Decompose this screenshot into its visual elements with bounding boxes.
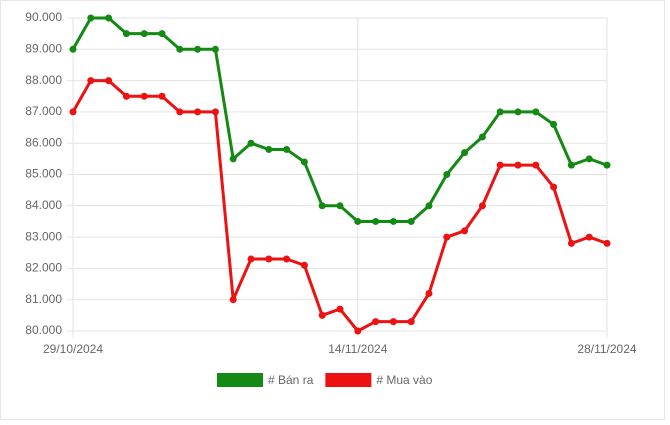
data-point: [425, 202, 433, 210]
data-point: [514, 161, 522, 169]
data-point: [425, 289, 433, 297]
data-point: [318, 311, 326, 319]
data-point: [496, 161, 504, 169]
data-point: [176, 45, 184, 53]
data-point: [407, 217, 415, 225]
data-point: [318, 202, 326, 210]
data-point: [87, 77, 95, 85]
data-point: [603, 239, 611, 247]
data-point: [372, 217, 380, 225]
data-point: [122, 92, 130, 100]
data-point: [265, 255, 273, 263]
data-point: [478, 202, 486, 210]
data-point: [140, 92, 148, 100]
y-tick-label: 88.000: [25, 73, 62, 87]
data-point: [567, 161, 575, 169]
y-tick-label: 89.000: [25, 41, 62, 55]
x-tick-label: 29/10/2024: [43, 342, 103, 356]
data-point: [336, 305, 344, 313]
x-tick-label: 14/11/2024: [328, 342, 387, 356]
y-tick-label: 84.000: [25, 198, 62, 212]
data-point: [300, 158, 308, 166]
data-point: [158, 30, 166, 38]
data-point: [443, 171, 451, 178]
data-point: [158, 92, 166, 100]
data-point: [247, 139, 255, 147]
data-point: [354, 327, 362, 335]
data-point: [550, 120, 558, 128]
legend-swatch: [217, 373, 263, 387]
legend-label: # Bán ra: [268, 373, 314, 387]
data-point: [496, 108, 504, 116]
data-point: [567, 239, 575, 247]
y-tick-label: 86.000: [25, 135, 62, 149]
data-point: [69, 108, 77, 116]
data-point: [478, 133, 486, 141]
data-point: [354, 217, 362, 225]
legend-swatch: [325, 373, 372, 387]
data-point: [532, 108, 540, 116]
data-point: [461, 149, 469, 157]
data-point: [229, 296, 237, 304]
data-point: [247, 255, 255, 263]
data-point: [300, 261, 308, 269]
data-point: [585, 233, 593, 241]
data-point: [550, 183, 558, 191]
data-point: [389, 217, 397, 225]
data-point: [514, 108, 522, 116]
data-point: [194, 45, 202, 53]
data-point: [265, 145, 273, 153]
data-point: [105, 14, 113, 22]
data-point: [407, 318, 415, 326]
y-tick-label: 85.000: [25, 167, 62, 181]
y-tick-label: 82.000: [25, 261, 62, 275]
data-point: [585, 155, 593, 163]
data-point: [211, 108, 219, 116]
data-point: [443, 233, 451, 241]
data-point: [229, 155, 237, 163]
y-tick-label: 83.000: [25, 229, 62, 243]
data-point: [283, 255, 291, 263]
data-point: [87, 14, 95, 22]
data-point: [176, 108, 184, 116]
data-point: [69, 45, 77, 53]
y-tick-label: 90.000: [25, 10, 62, 24]
data-point: [140, 30, 148, 38]
data-point: [105, 77, 113, 85]
legend-label: # Mua vào: [376, 373, 432, 387]
y-tick-label: 80.000: [25, 323, 62, 337]
data-point: [389, 318, 397, 326]
data-point: [283, 145, 291, 153]
data-point: [194, 108, 202, 116]
x-tick-label: 28/11/2024: [577, 342, 636, 356]
data-point: [122, 30, 130, 38]
data-point: [461, 227, 469, 235]
data-point: [603, 161, 611, 169]
data-point: [336, 202, 344, 210]
data-point: [372, 318, 380, 326]
y-tick-label: 81.000: [25, 292, 62, 306]
data-point: [211, 45, 219, 53]
data-point: [532, 161, 540, 169]
y-tick-label: 87.000: [25, 104, 62, 118]
